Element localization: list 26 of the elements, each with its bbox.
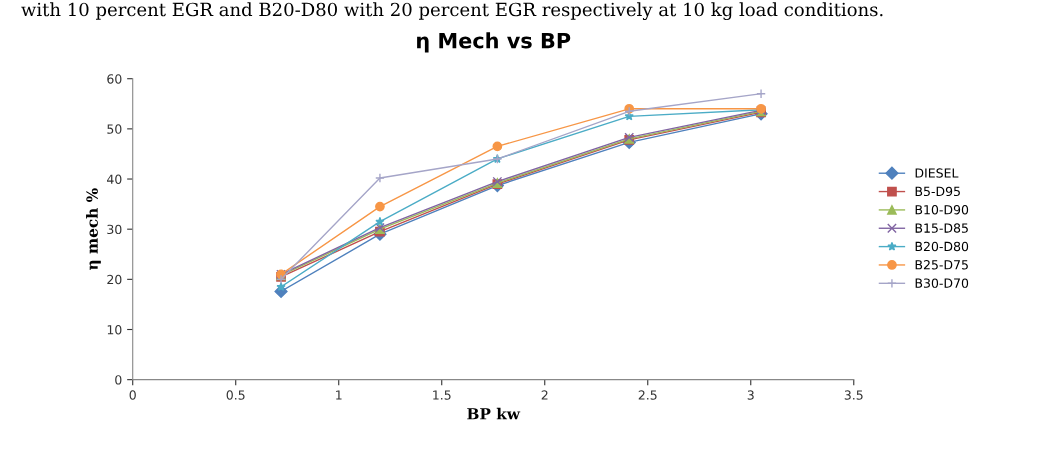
- x-tick-label: 2: [541, 390, 548, 400]
- x-tick-label: 3.5: [844, 390, 863, 400]
- x-tick-label: 0: [129, 390, 136, 400]
- y-tick-label: 50: [107, 124, 122, 134]
- x-tick-label: 0.5: [226, 390, 245, 400]
- chart-title: η Mech vs BP: [417, 32, 571, 53]
- y-tick-label: 20: [107, 274, 122, 285]
- y-tick-label: 40: [107, 174, 122, 184]
- x-axis-title: BP kw: [467, 407, 521, 420]
- y-tick-label: 30: [107, 224, 122, 235]
- x-tick-label: 1.5: [433, 390, 451, 400]
- legend-label: B15-D85: [915, 223, 968, 233]
- y-tick-label: 0: [115, 375, 122, 385]
- x-tick-label: 2.5: [638, 390, 657, 400]
- x-tick-label: 3: [747, 390, 754, 400]
- y-tick-label: 60: [107, 74, 122, 84]
- x-tick-label: 1: [336, 390, 342, 400]
- legend-label: B5-D95: [915, 186, 960, 197]
- y-tick-label: 10: [107, 324, 122, 335]
- legend-label: DIESEL: [915, 168, 959, 178]
- text: with 10 percent EGR and B20-D80 with 20 percent EGR respectively at 10 kg load conditions.: [21, 2, 883, 21]
- legend-label: B20-D80: [915, 241, 969, 252]
- legend-label: B25-D75: [915, 260, 968, 270]
- legend-label: B30-D70: [915, 278, 969, 288]
- y-axis-title: η mech %: [86, 188, 101, 270]
- legend-label: B10-D90: [915, 205, 969, 215]
